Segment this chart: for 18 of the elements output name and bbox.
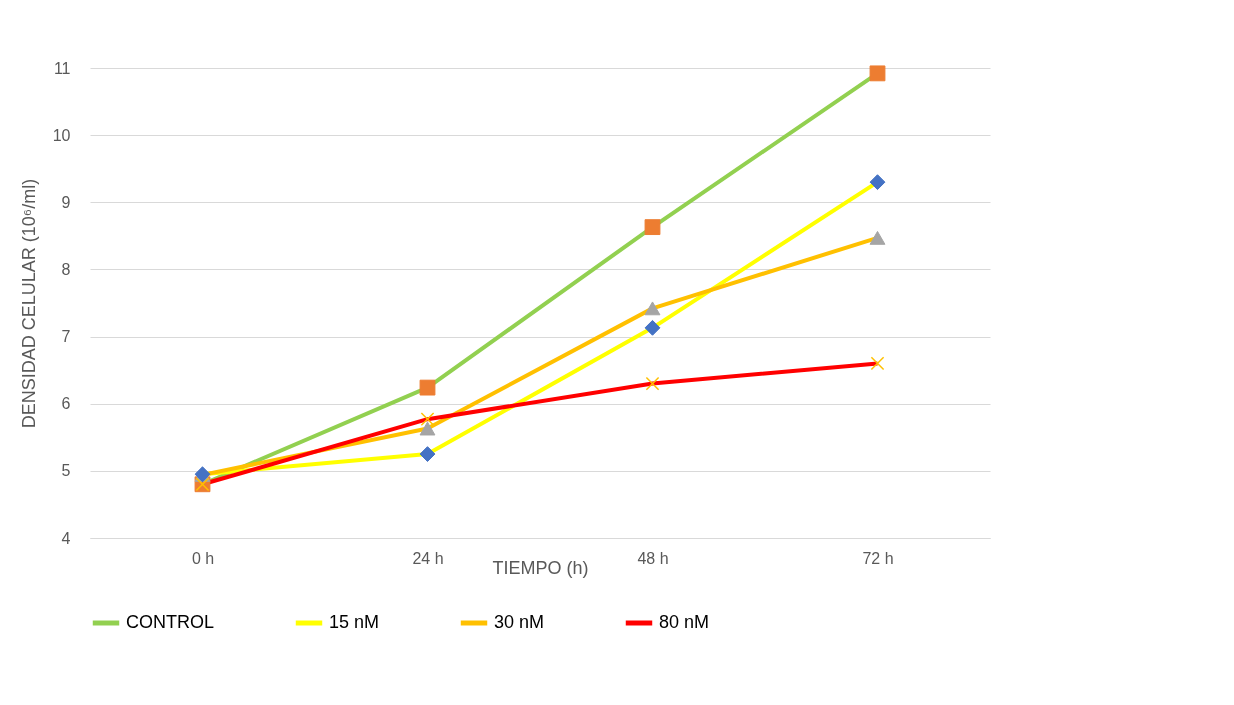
x-tick-label: 24 h: [412, 549, 444, 567]
y-tick-label: 7: [61, 328, 71, 346]
y-tick-label: 4: [61, 529, 71, 547]
x-tick-label: 48 h: [637, 549, 669, 567]
y-tick-label: 5: [61, 462, 71, 480]
legend-label: 80 nM: [659, 612, 710, 632]
y-tick-label: 10: [52, 126, 71, 144]
y-tick-label: 6: [61, 395, 71, 413]
y-tick-label: 11: [53, 59, 71, 77]
y-tick-label: 9: [61, 193, 71, 211]
legend-label: 15 nM: [329, 612, 380, 632]
y-tick-label: 8: [61, 260, 71, 278]
legend-label: CONTROL: [126, 612, 215, 632]
x-tick-label: 72 h: [862, 549, 894, 567]
x-axis-title: TIEMPO (h): [492, 557, 589, 578]
y-axis-title: DENSIDAD CELULAR (10⁶/ml): [18, 178, 39, 429]
legend-label: 30 nM: [494, 612, 545, 632]
x-tick-label: 0 h: [191, 549, 215, 567]
